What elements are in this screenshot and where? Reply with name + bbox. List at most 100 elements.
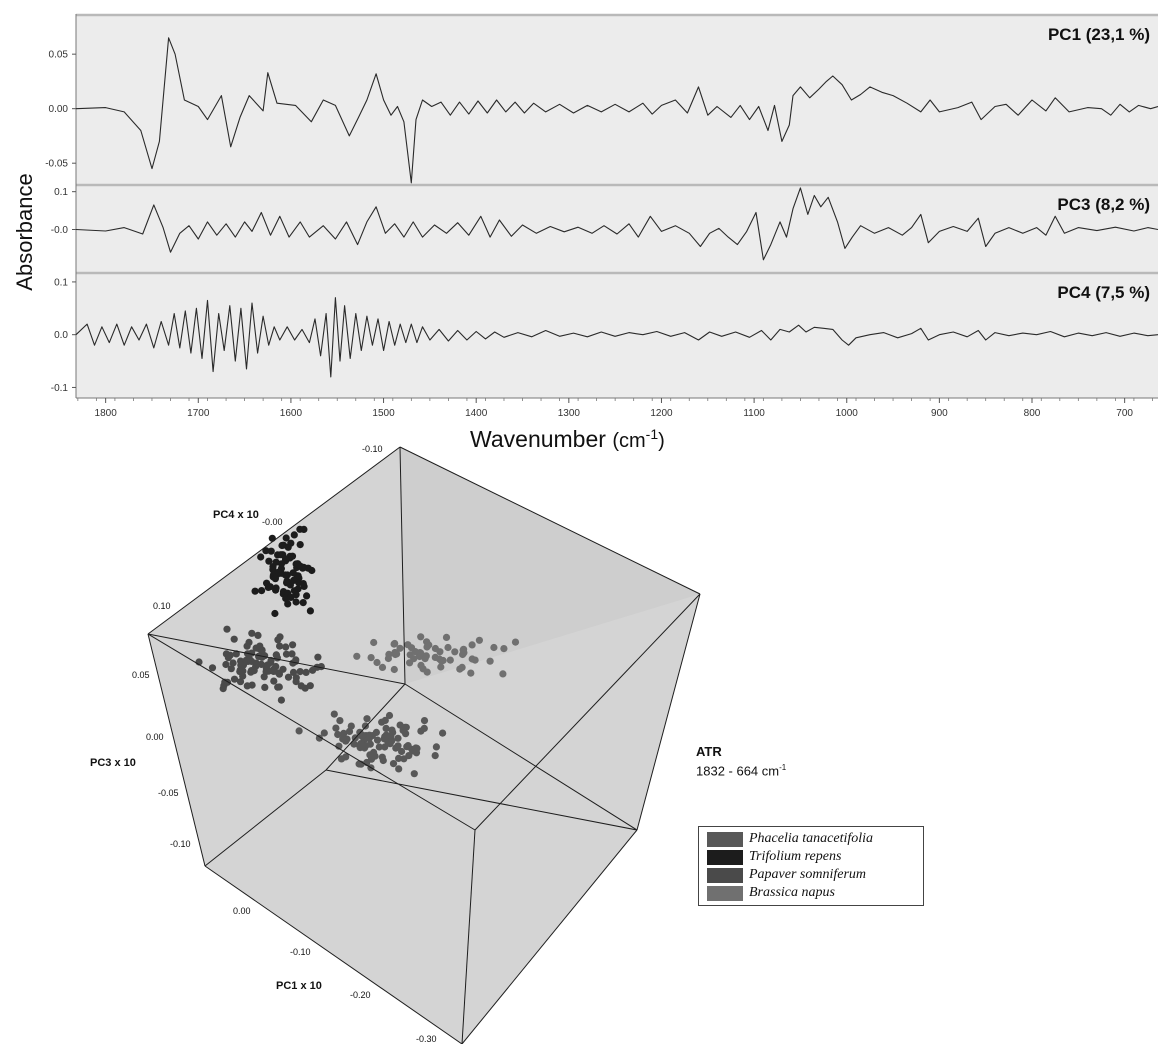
scatter-point <box>421 655 429 663</box>
scatter-point <box>265 667 273 675</box>
y-tick-label: -0.05 <box>45 159 68 170</box>
scatter-point <box>284 600 292 608</box>
scatter-point <box>382 724 390 733</box>
legend-item: Brassica napus <box>707 884 917 902</box>
legend-swatch <box>707 885 743 901</box>
scatter-points <box>195 525 520 778</box>
x-tick-label: 1100 <box>743 408 765 419</box>
scatter-point <box>381 743 389 751</box>
scatter-point <box>255 652 263 661</box>
scatter-point <box>407 644 416 652</box>
scatter-point <box>412 749 421 757</box>
scatter-point <box>267 547 275 555</box>
scatter-point <box>330 710 338 718</box>
cube-edge <box>474 593 701 831</box>
cube-edge <box>147 446 401 635</box>
cube-edge <box>147 633 406 685</box>
scatter-point <box>289 641 297 649</box>
scatter-point <box>282 534 290 542</box>
scatter-point <box>398 747 406 756</box>
scatter-point <box>391 639 399 648</box>
legend-item: Trifolium repens <box>707 848 917 866</box>
scatter-point <box>251 587 259 595</box>
scatter-point <box>287 539 295 547</box>
scatter-point <box>237 661 245 669</box>
scatter-point <box>395 754 403 763</box>
scatter-point <box>272 584 280 592</box>
scatter-point <box>274 683 282 691</box>
scatter-point <box>277 551 285 559</box>
x-tick-label: 800 <box>1024 408 1041 419</box>
scatter-point <box>390 665 398 674</box>
pc3-tick-label: 0.05 <box>132 670 150 680</box>
scatter-point <box>229 659 237 667</box>
pc4-tick-label: -0.10 <box>362 444 383 454</box>
x-tick-label: 1200 <box>650 408 673 419</box>
x-tick-label: 1800 <box>95 408 118 419</box>
scatter-point <box>367 654 375 662</box>
x-axis-unit-superscript: -1 <box>646 426 659 442</box>
scatter-point <box>342 753 350 761</box>
scatter-point <box>248 657 256 666</box>
scatter-point <box>475 636 483 644</box>
scatter-point <box>388 726 396 734</box>
scatter-point <box>314 653 322 661</box>
legend: Phacelia tanacetifolia Trifolium repens Pa… <box>698 826 924 906</box>
scatter-point <box>456 665 464 673</box>
scatter-point <box>223 625 231 633</box>
scatter-point <box>432 743 440 751</box>
scatter-point <box>358 732 366 740</box>
pc4-tick-label: 0.10 <box>153 601 171 611</box>
cube-edge <box>147 633 206 867</box>
scatter-point <box>257 553 265 561</box>
scatter-point <box>300 525 308 534</box>
panel-label-3: PC4 (7,5 %) <box>1057 283 1150 302</box>
scatter-point <box>417 633 425 641</box>
y-tick-label: 0.05 <box>49 50 69 61</box>
scatter-point <box>208 664 217 672</box>
scatter-point <box>511 638 520 646</box>
scatter-point <box>431 644 439 653</box>
scatter-point <box>451 648 459 656</box>
scatter-point <box>372 728 380 737</box>
cube-back-face <box>400 447 700 684</box>
panel-label-2: PC3 (8,2 %) <box>1057 195 1150 214</box>
scatter-point <box>227 665 235 673</box>
scatter-point <box>299 580 307 588</box>
pc3-tick-label: -0.05 <box>158 788 179 798</box>
legend-swatch <box>707 849 743 865</box>
cube-tick-labels: -0.10 -0.00 0.10 0.05 0.00 -0.05 -0.10 0.00 -0.1… <box>132 444 437 1044</box>
scatter-point <box>365 734 373 743</box>
scatter-point <box>439 729 447 737</box>
scatter-point <box>270 677 278 685</box>
scatter-point <box>275 568 283 576</box>
scatter-point <box>283 577 291 585</box>
scatter-point <box>294 560 302 568</box>
scatter-point <box>296 668 304 676</box>
y-tick-label: 0.0 <box>54 330 68 341</box>
scatter-point <box>277 696 285 704</box>
annotation-range-value: 1832 - 664 <box>696 763 759 779</box>
scatter-point <box>363 715 371 723</box>
scatter-point <box>431 653 439 662</box>
scatter-point <box>288 650 296 658</box>
scatter-point <box>356 744 364 752</box>
scatter-point <box>230 635 238 643</box>
cube-edge <box>325 769 638 831</box>
x-tick-label: 1000 <box>836 408 859 419</box>
cube-edges <box>147 446 701 1044</box>
scatter-point <box>500 645 508 653</box>
scatter-point <box>386 740 394 748</box>
scatter-point <box>444 643 452 652</box>
cube-edge <box>399 446 701 595</box>
x-axis-unit: (cm-1) <box>612 426 664 452</box>
scatter-point <box>303 592 311 600</box>
scatter-point <box>260 673 268 681</box>
scatter-point <box>379 756 387 765</box>
y-tick-label: 0.1 <box>54 187 68 198</box>
scatter-point <box>289 668 298 677</box>
cube-edge <box>325 683 406 771</box>
scatter-point <box>392 744 400 752</box>
scatter-point <box>271 609 279 618</box>
scatter-point <box>230 675 239 683</box>
